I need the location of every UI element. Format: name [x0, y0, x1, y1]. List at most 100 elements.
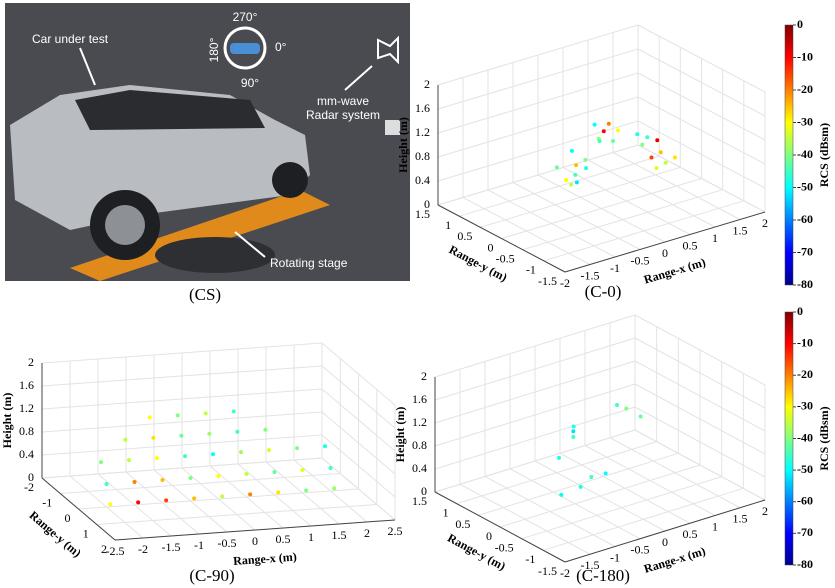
point — [584, 166, 589, 171]
colorbar-tick-label: -70 — [797, 244, 813, 258]
axis-line — [434, 491, 566, 563]
z-tick-label: 2 — [421, 369, 427, 383]
x-tick-label: 1 — [308, 530, 314, 544]
x-tick-label: 1 — [712, 231, 718, 245]
point — [601, 129, 606, 134]
photo-label: 90° — [241, 76, 259, 90]
point — [603, 471, 608, 476]
photo-label: mm-wave — [317, 94, 369, 108]
z-tick-label: 1.2 — [412, 415, 427, 429]
point — [323, 444, 328, 449]
point — [220, 494, 225, 499]
z-tick-label: 1.6 — [412, 392, 427, 406]
x-tick-label: -0.5 — [218, 536, 237, 550]
grid-line — [543, 487, 744, 551]
z-axis-label: Height (m) — [396, 117, 410, 173]
grid-line — [321, 365, 396, 429]
point — [589, 474, 594, 479]
y-tick-label: 0 — [65, 511, 71, 525]
y-tick-label: -1.5 — [538, 274, 557, 288]
point — [559, 492, 564, 497]
photo-label: Rotating stage — [270, 256, 348, 270]
point — [606, 121, 611, 126]
x-tick-label: -1 — [194, 538, 204, 552]
grid-line — [41, 434, 323, 456]
grid-line — [41, 388, 323, 410]
grid-line — [60, 473, 341, 494]
axis-line — [114, 519, 396, 541]
point — [672, 155, 677, 160]
z-tick-label: 0.4 — [19, 447, 34, 461]
caption: (C-180) — [576, 566, 630, 585]
y-tick-label: 1 — [445, 218, 451, 232]
photo-label: 180° — [207, 37, 221, 62]
point — [649, 155, 654, 160]
grid-line — [478, 452, 679, 516]
axis-line — [564, 499, 766, 563]
z-tick-label: 0.8 — [19, 424, 34, 438]
x-tick-label: 1.5 — [733, 223, 748, 237]
point — [578, 484, 583, 489]
y-tick-label: -1 — [42, 495, 52, 509]
z-axis-label: Height (m) — [393, 407, 407, 463]
point — [267, 448, 272, 453]
x-tick-label: -2 — [560, 276, 570, 290]
y-axis-label: Range-y (m) — [27, 508, 85, 560]
caption: (C-0) — [585, 282, 622, 301]
point — [663, 160, 668, 165]
z-tick-label: 0 — [421, 484, 427, 498]
colorbar-label: RCS (dBsm) — [817, 123, 831, 187]
x-tick-label: -0.5 — [631, 253, 650, 267]
grid-line — [499, 464, 701, 528]
z-tick-label: 1.6 — [19, 378, 34, 392]
point — [658, 150, 663, 155]
x-tick-label: 0.5 — [276, 532, 291, 546]
point — [295, 446, 300, 451]
point — [136, 500, 141, 505]
arrow — [234, 231, 266, 258]
grid-line — [634, 383, 766, 455]
point — [175, 413, 180, 418]
point — [616, 128, 621, 133]
y-tick-label: 0 — [486, 529, 492, 543]
x-tick-label: 0.5 — [683, 238, 698, 252]
x-tick-label: 0.5 — [683, 527, 698, 541]
x-axis-label: Range-x (m) — [233, 550, 297, 568]
grid-line — [543, 200, 744, 262]
y-tick-label: -1.5 — [538, 564, 557, 578]
x-tick-label: 2 — [762, 216, 768, 230]
y-tick-label: -0.5 — [496, 251, 515, 265]
point — [655, 138, 660, 143]
point — [571, 435, 576, 440]
point — [244, 472, 249, 476]
grid-line — [321, 411, 396, 475]
point — [248, 492, 253, 497]
colorbar-tick-label: -80 — [797, 557, 813, 571]
point — [611, 139, 616, 144]
radar-icon — [377, 35, 399, 65]
y-tick-label: -1 — [526, 263, 536, 277]
x-tick-label: -1 — [610, 550, 620, 564]
colorbar-tick-label: 0 — [797, 17, 803, 31]
grid-line — [434, 383, 636, 447]
grid-line — [41, 457, 323, 479]
point — [108, 502, 113, 507]
y-tick-label: 1 — [443, 505, 449, 519]
colorbar-tick-label: -20 — [797, 82, 813, 96]
grid-line — [480, 166, 681, 228]
point — [564, 178, 569, 183]
point — [231, 409, 236, 414]
x-tick-label: -1 — [610, 261, 620, 275]
z-tick-label: 1.2 — [19, 401, 34, 415]
caption: (C-90) — [189, 566, 234, 585]
colorbar-tick-label: -40 — [797, 147, 813, 161]
point — [104, 482, 109, 486]
colorbar-tick-label: -20 — [797, 367, 813, 381]
z-tick-label: 2 — [28, 355, 34, 369]
grid-line — [456, 441, 657, 505]
colorbar — [784, 24, 794, 286]
point — [332, 486, 337, 491]
car-icon — [230, 43, 260, 54]
photo-label: 270° — [233, 10, 258, 24]
colorbar-label: RCS (dBsm) — [817, 406, 831, 470]
